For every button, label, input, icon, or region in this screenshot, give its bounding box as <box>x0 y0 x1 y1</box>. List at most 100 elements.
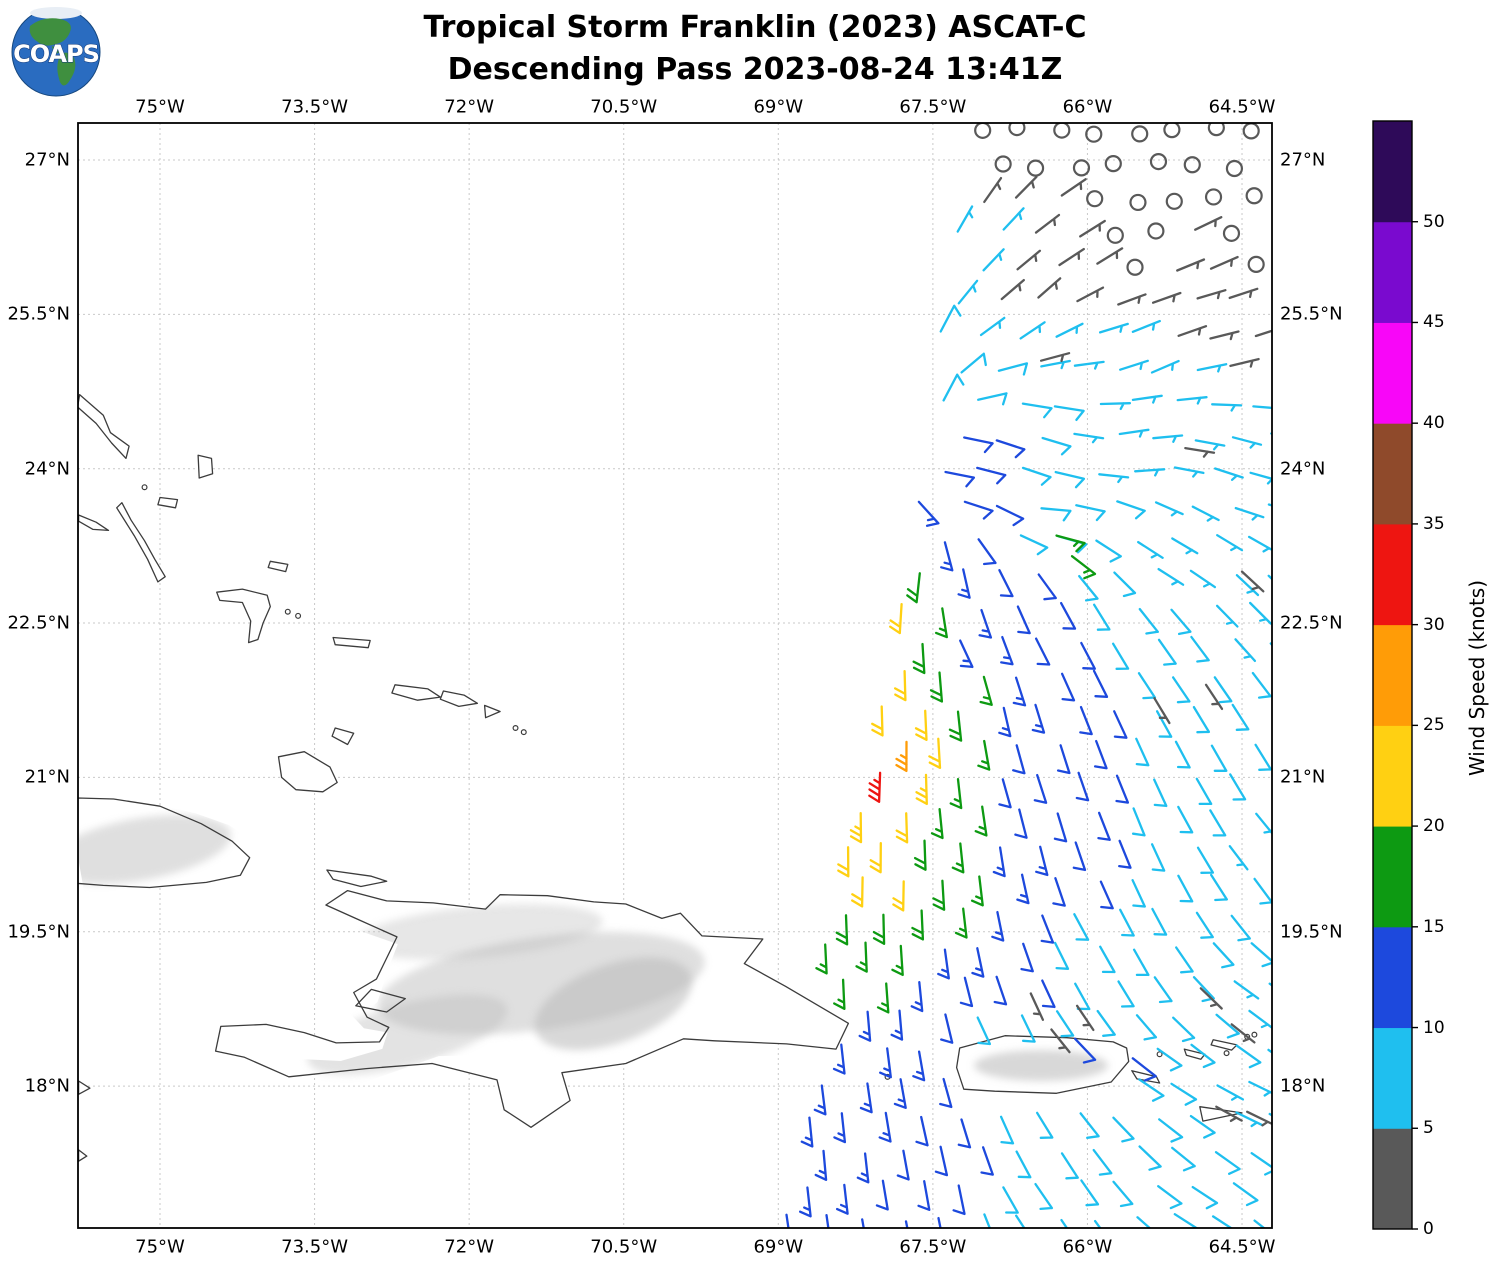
coaps-logo: COAPS <box>11 7 101 97</box>
wind-barb <box>1190 1043 1216 1069</box>
calm-circle <box>1149 152 1168 171</box>
wind-barb <box>1231 436 1263 449</box>
islet-virgin-dots <box>1223 1050 1230 1057</box>
wind-barb <box>1073 432 1105 444</box>
wind-barb <box>1184 446 1216 458</box>
wind-barb <box>1138 1078 1165 1102</box>
wind-barb <box>959 976 974 1008</box>
calm-circle <box>994 155 1012 173</box>
lon-tick-top: 75°W <box>135 96 185 118</box>
wind-barb <box>1055 322 1084 338</box>
wind-barb <box>1176 396 1208 405</box>
wind-barb <box>917 500 940 527</box>
wind-barb <box>815 943 828 975</box>
wind-barb <box>1251 671 1272 699</box>
colorbar-frame <box>1372 120 1413 1230</box>
calm-circle <box>1163 123 1181 139</box>
wind-barb <box>1113 571 1137 598</box>
colorbar-segment-5 <box>1373 1027 1412 1129</box>
lon-tick-bottom: 69°W <box>753 1236 804 1258</box>
wind-barb <box>1215 1013 1240 1039</box>
landfill-vieques <box>1131 1070 1160 1083</box>
south-america-shape <box>57 52 76 86</box>
wind-barb <box>1034 1182 1054 1211</box>
wind-barb <box>1002 207 1025 231</box>
wind-barb <box>1153 778 1168 808</box>
wind-barb <box>912 642 926 675</box>
wind-barb <box>1214 1151 1241 1175</box>
wind-barb <box>1079 1112 1100 1139</box>
lat-tick-left: 19.5°N <box>7 921 70 943</box>
wind-barb <box>956 205 974 233</box>
wind-barb <box>1158 1118 1184 1143</box>
wind-barb <box>1177 805 1194 834</box>
wind-barb <box>1029 992 1045 1021</box>
islet-conception-dot <box>141 484 148 491</box>
wind-barb <box>1075 771 1090 802</box>
coastline-little-inagua <box>331 727 355 746</box>
calm-circle <box>1085 125 1103 143</box>
lat-tick-right: 19.5°N <box>1280 921 1343 943</box>
coastline-crooked-acklins <box>216 588 271 644</box>
wind-barb <box>1037 573 1057 601</box>
wind-barb <box>951 842 965 874</box>
wind-barb <box>1211 403 1243 412</box>
lat-tick-left: 25.5°N <box>7 303 70 325</box>
calm-circle <box>1245 187 1263 205</box>
calm-circle <box>1225 159 1244 178</box>
calm-circle <box>1222 224 1241 242</box>
wind-barb <box>1116 500 1146 520</box>
wind-barb <box>940 541 954 572</box>
polar-cap <box>30 7 82 19</box>
lat-tick-left: 22.5°N <box>7 612 70 634</box>
wind-barb <box>1040 507 1072 522</box>
wind-barb <box>892 880 905 912</box>
wind-barb <box>1235 1044 1262 1069</box>
wind-barb <box>1118 428 1150 438</box>
calm-circle <box>1086 190 1104 208</box>
wind-barb <box>1079 219 1106 238</box>
wind-barb <box>915 1115 929 1147</box>
wind-barb <box>1035 1111 1054 1139</box>
colorbar-tick-label: 45 <box>1423 312 1445 333</box>
wind-barb <box>1073 360 1105 370</box>
map-frame <box>77 122 1273 1229</box>
lon-tick-bottom: 75°W <box>135 1236 185 1258</box>
wind-barb <box>1118 839 1132 869</box>
wind-barb <box>1253 1219 1266 1228</box>
wind-barb <box>1153 697 1171 725</box>
wind-barb <box>1153 976 1173 1004</box>
wind-barb <box>1175 946 1194 974</box>
wind-barb <box>1152 434 1184 443</box>
wind-barb <box>1232 1182 1259 1207</box>
wind-barb <box>1170 608 1192 636</box>
wind-barb <box>971 947 985 978</box>
wind-barb <box>998 778 1012 809</box>
wind-barb <box>1055 534 1086 553</box>
plot-title-line1: Tropical Storm Franklin (2023) ASCAT-C <box>423 10 1087 45</box>
islet-plana-dots <box>284 608 291 615</box>
terrain-shading-puerto-rico <box>974 1050 1109 1081</box>
wind-barb <box>992 846 1006 878</box>
wind-barb <box>1138 607 1159 635</box>
wind-barb <box>1135 737 1150 767</box>
wind-barb <box>1058 247 1085 267</box>
wind-barb <box>915 773 928 806</box>
colorbar-segment-45 <box>1373 221 1412 323</box>
lat-tick-left: 18°N <box>24 1075 70 1097</box>
wind-barb <box>837 846 850 878</box>
lon-tick-bottom: 67.5°W <box>899 1236 967 1258</box>
wind-barb <box>895 812 909 844</box>
calm-circle <box>1106 226 1124 244</box>
wind-barb <box>1131 394 1163 404</box>
wind-barb <box>913 839 927 871</box>
wind-barb <box>1254 743 1272 771</box>
calm-circle <box>1165 192 1183 210</box>
wind-barb <box>1228 845 1249 871</box>
wind-barb <box>1002 1186 1019 1214</box>
wind-barb <box>1096 1009 1116 1037</box>
wind-barb <box>940 1013 954 1044</box>
lon-tick-bottom: 66°W <box>1062 1236 1113 1258</box>
wind-barb <box>1234 506 1265 521</box>
